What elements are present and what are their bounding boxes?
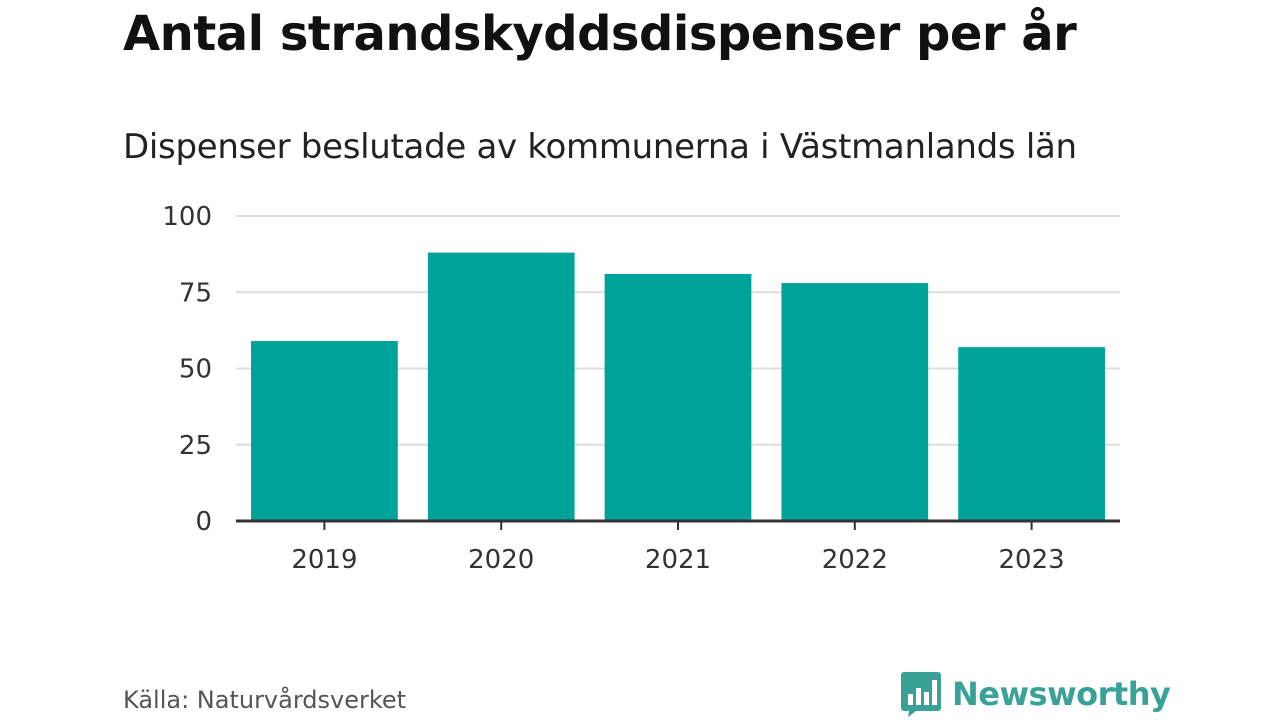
bar-2019 xyxy=(251,341,398,521)
y-tick-label: 100 xyxy=(162,202,212,232)
x-tick-label: 2020 xyxy=(468,545,534,575)
brand-name: Newsworthy xyxy=(952,675,1171,713)
x-tick-label: 2021 xyxy=(645,545,711,575)
brand-logo: Newsworthy xyxy=(900,670,1171,718)
bar-2022 xyxy=(781,283,929,521)
chart-subtitle: Dispenser beslutade av kommunerna i Väst… xyxy=(123,127,1077,167)
y-tick-label: 25 xyxy=(179,431,212,461)
chart-title: Antal strandskyddsdispenser per år xyxy=(123,6,1077,62)
newsworthy-logo-icon xyxy=(901,672,941,717)
source-note: Källa: Naturvårdsverket xyxy=(123,686,407,714)
bar-2023 xyxy=(958,347,1105,521)
x-tick-label: 2023 xyxy=(999,545,1065,575)
y-tick-label: 50 xyxy=(179,355,212,385)
x-tick-label: 2019 xyxy=(291,545,357,575)
bar-2020 xyxy=(427,252,575,521)
x-axis-ticks: 2019 2020 2021 2022 2023 xyxy=(291,521,1065,575)
bar-2021 xyxy=(604,273,752,521)
y-tick-label: 75 xyxy=(179,278,212,308)
y-axis-ticks: 0 25 50 75 100 xyxy=(162,202,212,537)
x-tick-label: 2022 xyxy=(822,545,888,575)
y-tick-label: 0 xyxy=(195,507,212,537)
bars xyxy=(251,252,1105,521)
